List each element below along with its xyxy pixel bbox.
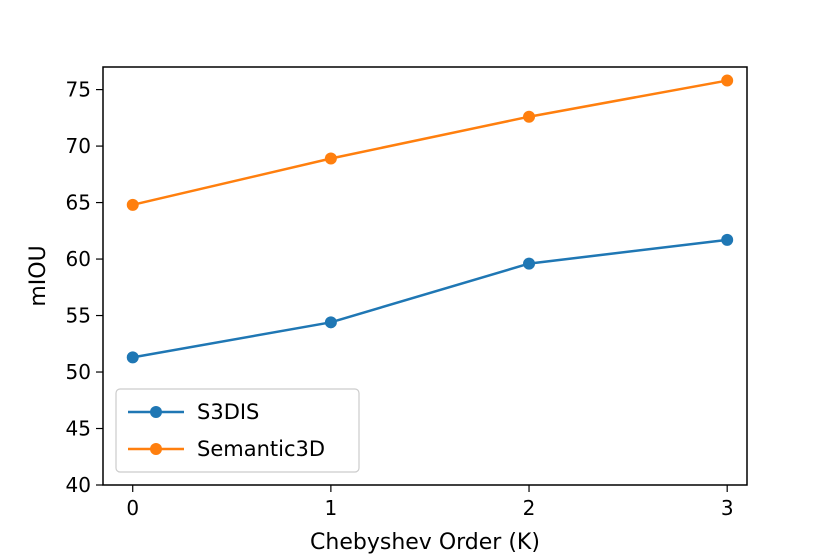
legend-box xyxy=(115,388,360,473)
data-point-s3dis xyxy=(721,233,734,246)
series-lines xyxy=(131,79,729,359)
x-tick-label: 2 xyxy=(523,496,536,520)
y-tick-label: 75 xyxy=(66,78,91,102)
y-tick-label: 50 xyxy=(66,360,91,384)
data-point-s3dis xyxy=(523,257,536,270)
x-axis-label: Chebyshev Order (K) xyxy=(310,530,540,554)
legend-marker xyxy=(150,443,162,455)
y-axis-label: mIOU xyxy=(26,245,51,306)
data-point-s3dis xyxy=(126,351,139,364)
x-tick-label: 3 xyxy=(721,496,734,520)
x-tick-label: 1 xyxy=(325,496,338,520)
y-tick-label: 60 xyxy=(66,247,91,271)
plot-frame xyxy=(102,66,748,486)
series-markers xyxy=(126,74,734,364)
legend-marker xyxy=(150,406,162,418)
y-tick-label: 55 xyxy=(66,304,91,328)
legend-label: S3DIS xyxy=(197,400,259,424)
legend-label: Semantic3D xyxy=(197,437,325,461)
data-point-semantic3d xyxy=(523,110,536,123)
series-line-semantic3d xyxy=(131,79,729,207)
x-axis: 0 1 2 3 xyxy=(126,485,734,520)
legend: S3DIS Semantic3D xyxy=(115,388,360,473)
y-tick-label: 65 xyxy=(66,191,91,215)
data-point-s3dis xyxy=(324,316,337,329)
y-tick-label: 40 xyxy=(66,473,91,497)
data-point-semantic3d xyxy=(324,152,337,165)
x-tick-label: 0 xyxy=(126,496,139,520)
data-point-semantic3d xyxy=(721,74,734,87)
data-point-semantic3d xyxy=(126,198,139,211)
y-tick-label: 45 xyxy=(66,417,91,441)
y-tick-label: 70 xyxy=(66,134,91,158)
series-line-s3dis xyxy=(131,238,729,359)
legend-entry-s3dis: S3DIS xyxy=(128,400,259,424)
legend-entry-semantic3d: Semantic3D xyxy=(128,437,325,461)
y-axis: 40 45 50 55 60 65 70 75 xyxy=(66,78,103,497)
